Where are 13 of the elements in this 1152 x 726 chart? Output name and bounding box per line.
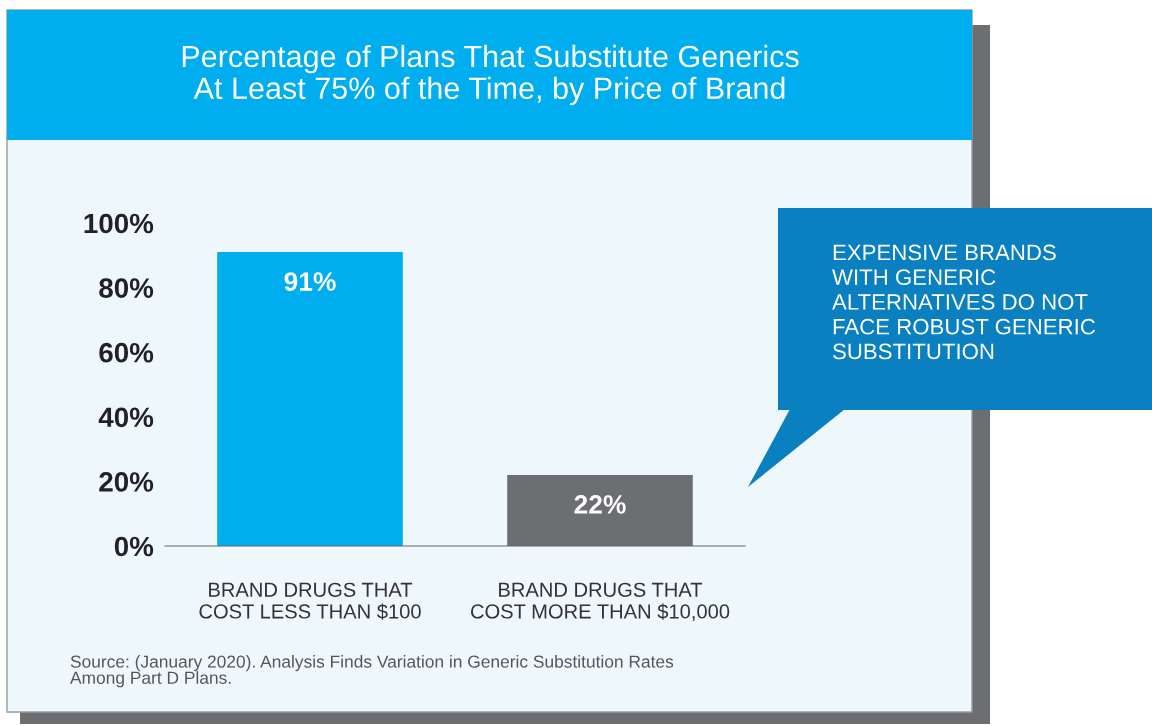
data-label: 91%	[284, 272, 336, 291]
y-tick-label: 80%	[99, 278, 154, 298]
source-note: Source: (January 2020). Analysis Finds Variation in Generic Substitution Rates Among Part D Plans.	[70, 655, 674, 688]
x-tick-label: BRAND DRUGS THAT COST MORE THAN $10,000	[471, 582, 730, 621]
y-tick-label: 20%	[99, 472, 154, 492]
data-label: 22%	[574, 495, 626, 514]
y-tick-label: 0%	[114, 536, 154, 557]
y-tick-label: 60%	[99, 342, 154, 363]
chart-title: Percentage of Plans That Substitute Generics At Least 75% of the Time, by Price of Brand	[182, 44, 799, 106]
x-tick-label: BRAND DRUGS THAT COST LESS THAN $100	[199, 582, 421, 620]
text: EXPENSIVE BRANDS WITH GENERIC ALTERNATIVES DO NOT FACE ROBUST GENERIC SUBSTITUTION	[832, 244, 1095, 360]
y-tick-label: 40%	[98, 407, 154, 428]
y-tick-label: 100%	[84, 213, 154, 234]
